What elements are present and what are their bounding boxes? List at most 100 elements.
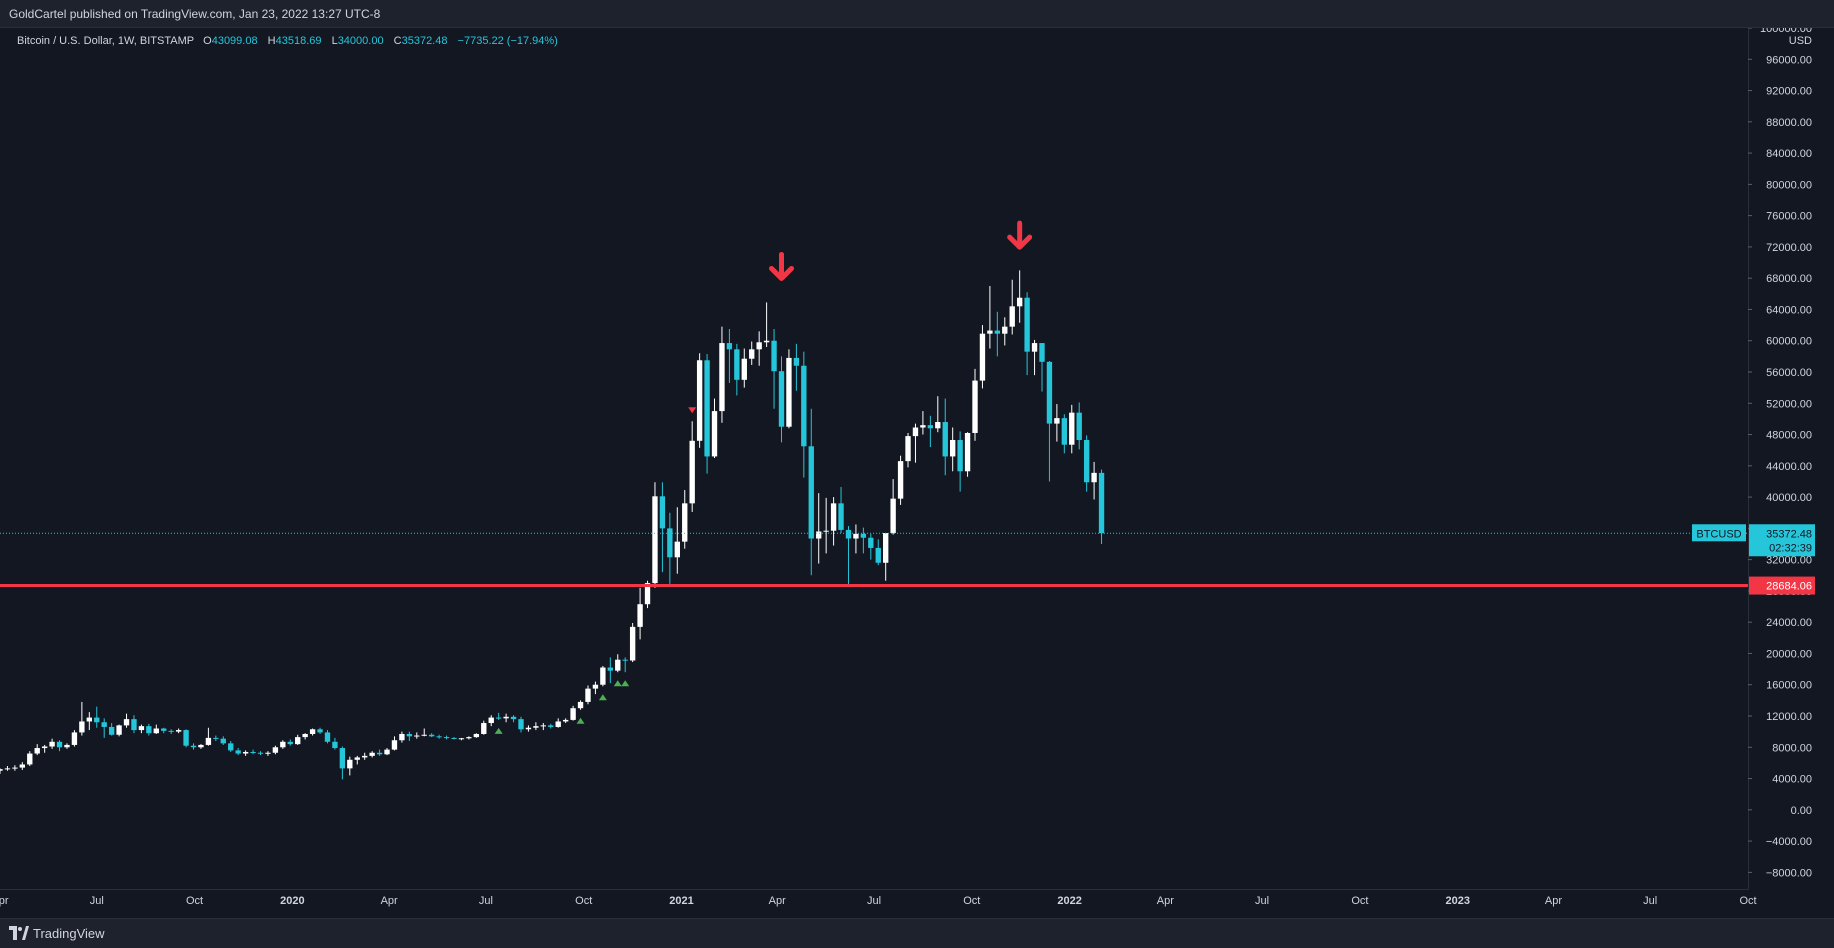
candle <box>786 349 792 429</box>
candle-body <box>644 583 651 605</box>
candle <box>287 739 293 746</box>
candle-body <box>540 725 547 727</box>
candle <box>228 741 234 752</box>
candle-body <box>927 425 934 429</box>
candle <box>615 654 621 673</box>
candle-body <box>56 741 63 748</box>
candle-body <box>577 701 584 709</box>
support-price-value: 28684.06 <box>1766 581 1812 593</box>
candle <box>131 715 137 734</box>
candle <box>108 723 115 736</box>
candle-body <box>146 726 152 734</box>
x-tick-label: Jul <box>90 895 104 907</box>
price-chart[interactable]: −8000.00 −4000.00 0.00 4000.00 8000.00 12000.… <box>0 28 1834 918</box>
candle <box>1091 461 1097 500</box>
candle <box>495 712 502 720</box>
candle <box>466 736 472 740</box>
candle <box>153 724 159 734</box>
candle-body <box>384 749 390 755</box>
candle <box>674 507 680 574</box>
change-value: −7735.22 (−17.94%) <box>457 35 558 47</box>
candle <box>94 706 100 728</box>
candle-body <box>964 432 971 472</box>
candle <box>406 731 413 742</box>
time-axis[interactable]: Apr Jul Oct 2020 Apr Jul Oct 2021 Apr Jul Oct 2022 A… <box>0 895 1757 907</box>
candle-body <box>667 528 673 558</box>
y-tick-label: 44000.00 <box>1766 461 1812 473</box>
candle <box>1024 292 1030 376</box>
candle-body <box>689 440 695 504</box>
candle <box>555 718 561 728</box>
candle-body <box>816 531 822 539</box>
candle <box>1039 343 1045 392</box>
y-tick-label: 60000.00 <box>1766 336 1812 348</box>
candle-body <box>265 752 271 754</box>
last-price-badge: 35372.48 02:32:39 <box>1749 524 1815 557</box>
candle <box>362 752 368 760</box>
candle <box>429 733 435 738</box>
candle-body <box>875 547 881 563</box>
candle <box>935 396 941 433</box>
candle-body <box>793 357 800 366</box>
candle-body <box>950 440 956 457</box>
candle <box>1054 404 1060 442</box>
candle-body <box>510 716 517 720</box>
candle-body <box>503 716 509 719</box>
candle <box>384 748 390 756</box>
candle-body <box>860 533 867 538</box>
candle-body <box>778 371 785 427</box>
candle <box>436 734 442 739</box>
candle-body <box>518 719 524 730</box>
candle-body <box>309 729 316 734</box>
candle <box>600 665 606 687</box>
candle <box>451 737 457 740</box>
bar-countdown: 02:32:39 <box>1769 542 1812 554</box>
candle <box>912 423 919 463</box>
candle <box>458 737 465 741</box>
candle-body <box>883 533 889 563</box>
candle <box>883 533 889 581</box>
candle <box>1016 270 1023 323</box>
candle-body <box>786 357 792 427</box>
candle-body <box>1091 472 1097 483</box>
candle <box>1061 414 1068 454</box>
candle <box>175 728 182 734</box>
y-tick-label: 16000.00 <box>1766 680 1812 692</box>
candle <box>525 725 532 732</box>
candle <box>696 353 703 448</box>
candle <box>749 341 755 365</box>
candle <box>1069 404 1075 454</box>
candle <box>41 744 48 753</box>
candle <box>213 735 219 742</box>
down-arrow-icon <box>1007 220 1033 250</box>
y-tick-label: 72000.00 <box>1766 242 1812 254</box>
candle-body <box>1069 412 1075 445</box>
candle-body <box>362 755 368 758</box>
y-tick-label: 100000.00 <box>1760 28 1812 35</box>
candle-body <box>466 737 472 739</box>
candle-body <box>339 748 346 769</box>
x-tick-label: Oct <box>575 895 592 907</box>
candle-body <box>741 358 747 380</box>
candle-body <box>1054 418 1060 424</box>
candle-body <box>525 727 532 730</box>
candle-body <box>868 537 874 548</box>
candle-body <box>347 759 353 769</box>
price-axis[interactable]: −8000.00 −4000.00 0.00 4000.00 8000.00 12000.… <box>1748 28 1812 879</box>
candle <box>265 751 271 756</box>
candle <box>101 718 107 738</box>
candle <box>719 326 725 423</box>
candle <box>354 755 360 765</box>
candle <box>183 729 189 748</box>
candle-body <box>548 725 554 727</box>
candle <box>510 715 517 723</box>
candle <box>1098 469 1105 544</box>
candle-body <box>443 737 450 739</box>
candle-body <box>935 422 941 429</box>
candle <box>64 743 70 749</box>
candle <box>897 455 904 505</box>
candle-body <box>979 333 986 381</box>
candle <box>473 733 480 738</box>
x-tick-label: Apr <box>0 895 9 907</box>
support-price-badge: 28684.06 <box>1749 576 1815 595</box>
